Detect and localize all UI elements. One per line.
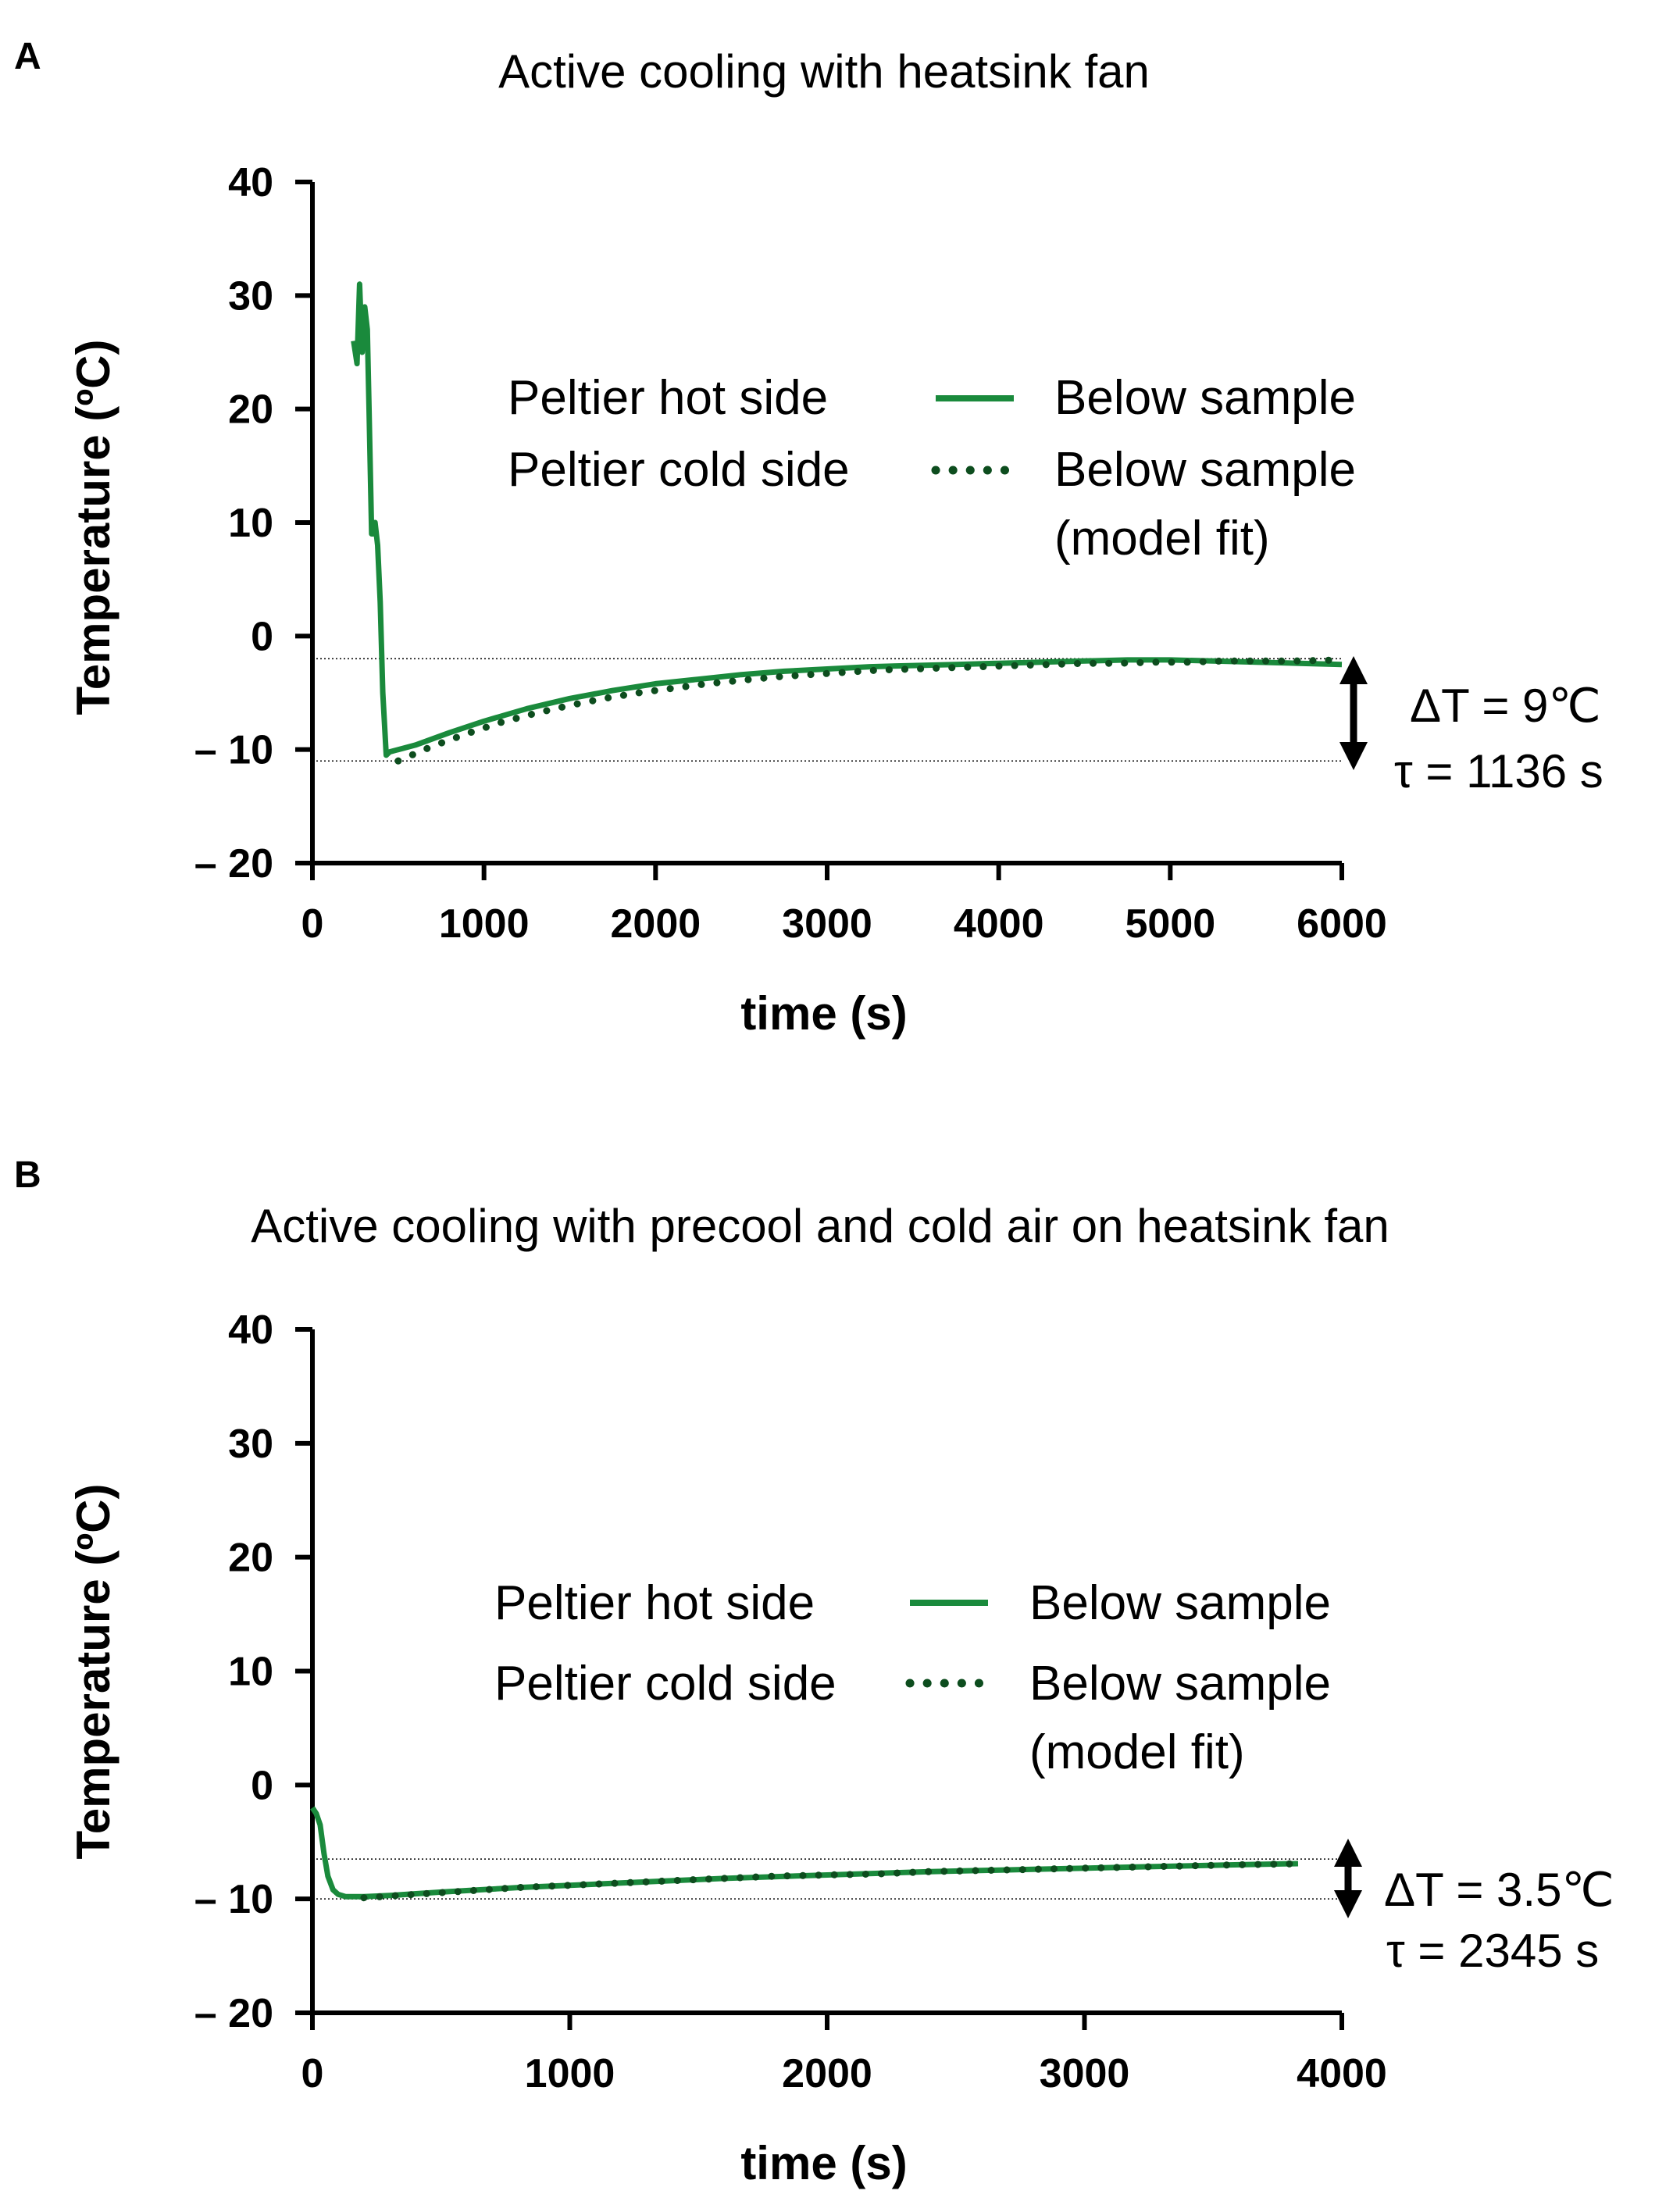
chart-a-title: Active cooling with heatsink fan <box>498 45 1150 98</box>
chart-b-ylabel: Temperature (ºC) <box>67 1484 120 1860</box>
chart-a-xlabel: time (s) <box>740 987 907 1040</box>
chart-a-x-tick-label: 4000 <box>954 901 1044 947</box>
chart-a-annotation-tau: τ = 1136 s <box>1394 745 1603 797</box>
chart-b-title: Active cooling with precool and cold air… <box>251 1200 1389 1252</box>
chart-b-x-tick-label: 4000 <box>1297 2051 1387 2096</box>
chart-a-x-tick-label: 0 <box>301 901 324 947</box>
chart-b-series-model-fit <box>360 1860 1302 1902</box>
chart-a-y-tick-label: 20 <box>228 387 273 433</box>
chart-b-annotation-delta: ΔT = 3.5℃ <box>1384 1864 1614 1916</box>
chart-a-y-tick-label: – 20 <box>194 841 273 887</box>
chart-b-y-tick-label: 40 <box>228 1308 273 1353</box>
chart-a-legend-dotted-label-2: (model fit) <box>1054 512 1270 565</box>
chart-b-y-tick-label: 0 <box>251 1763 273 1808</box>
chart-b-legend-hot-label: Peltier hot side <box>494 1576 815 1630</box>
chart-a-legend-dotted-label: Below sample <box>1054 443 1356 497</box>
chart-a-annotation-delta: ΔT = 9℃ <box>1410 680 1601 732</box>
chart-b-y-tick-label: 10 <box>228 1650 273 1695</box>
chart-b-y-tick-label: 20 <box>228 1536 273 1581</box>
panel-letter-b: B <box>14 1154 41 1196</box>
chart-a-series-below-sample <box>351 281 1343 758</box>
chart-a-x-tick-label: 6000 <box>1297 901 1387 947</box>
chart-a-x-tick-label: 1000 <box>439 901 530 947</box>
chart-a-legend-solid-label: Below sample <box>1054 371 1356 425</box>
panel-letter-a: A <box>14 36 41 77</box>
chart-a-legend-hot-label: Peltier hot side <box>508 371 828 425</box>
chart-a-y-tick-label: 10 <box>228 501 273 546</box>
chart-b-series-below-sample <box>310 1806 1299 1900</box>
chart-b-plot: 40 30 20 10 0 – 10 – 20 0 1000 2000 3000 4000 <box>194 1308 1387 2096</box>
chart-a-y-tick-label: 0 <box>251 614 273 659</box>
chart-b-y-tick-label: 30 <box>228 1422 273 1467</box>
chart-a-series-model-fit <box>394 656 1346 765</box>
chart-a-y-tick-label: 40 <box>228 160 273 205</box>
chart-b-x-tick-label: 1000 <box>525 2051 615 2096</box>
chart-b-legend-solid-label: Below sample <box>1029 1576 1331 1630</box>
chart-a-y-tick-label: – 10 <box>194 728 273 773</box>
chart-b-legend-cold-label: Peltier cold side <box>494 1657 836 1711</box>
chart-a-x-tick-label: 5000 <box>1125 901 1215 947</box>
chart-b-x-tick-label: 0 <box>301 2051 324 2096</box>
chart-a-plot: 40 30 20 10 0 – 10 – 20 0 1000 2000 3000 4000 5000 60… <box>194 160 1387 947</box>
chart-a-x-tick-label: 3000 <box>782 901 872 947</box>
chart-b-legend-dotted-label-2: (model fit) <box>1029 1725 1245 1779</box>
chart-a-y-tick-label: 30 <box>228 273 273 319</box>
chart-a-legend-cold-label: Peltier cold side <box>508 443 850 497</box>
chart-b-y-tick-label: – 10 <box>194 1877 273 1922</box>
chart-b-x-tick-label: 3000 <box>1040 2051 1130 2096</box>
chart-b-xlabel: time (s) <box>740 2137 907 2189</box>
chart-b-y-tick-label: – 20 <box>194 1991 273 2036</box>
chart-b-annotation-tau: τ = 2345 s <box>1386 1925 1599 1977</box>
chart-b-x-tick-label: 2000 <box>782 2051 872 2096</box>
chart-a-x-tick-label: 2000 <box>610 901 701 947</box>
chart-a-ylabel: Temperature (ºC) <box>67 340 120 715</box>
chart-b-legend-dotted-label: Below sample <box>1029 1657 1331 1711</box>
